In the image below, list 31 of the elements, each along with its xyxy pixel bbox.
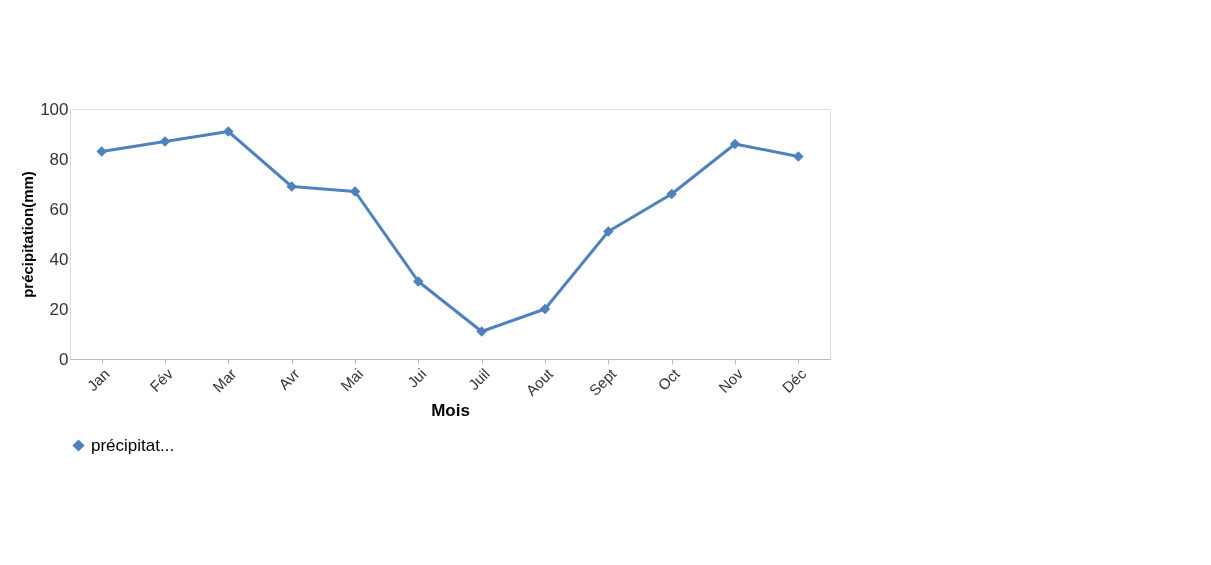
x-tick-label: Juil bbox=[464, 365, 493, 394]
y-axis-title: précipitation(mm) bbox=[19, 171, 37, 298]
x-tick-label: Mai bbox=[336, 365, 367, 395]
legend-label: précipitat... bbox=[91, 435, 175, 455]
point bbox=[349, 186, 361, 197]
x-tick-label: Fév bbox=[146, 364, 177, 395]
x-tick-label: Avr bbox=[275, 365, 303, 393]
y-tick-label: 0 bbox=[59, 349, 69, 369]
point bbox=[96, 146, 107, 157]
point bbox=[539, 303, 551, 315]
x-tick-label: Jui bbox=[403, 365, 430, 391]
x-tick-label: Nov bbox=[715, 364, 747, 396]
x-tick-label: Oct bbox=[654, 364, 684, 394]
point bbox=[159, 136, 171, 147]
point bbox=[729, 138, 741, 150]
point bbox=[476, 326, 487, 337]
y-tick-label: 20 bbox=[49, 299, 69, 319]
y-tick-label: 40 bbox=[49, 249, 69, 269]
point bbox=[793, 151, 804, 162]
y-tick-label: 60 bbox=[49, 199, 69, 219]
y-tick-label: 80 bbox=[49, 149, 69, 169]
x-tick-label: Mar bbox=[209, 365, 240, 396]
x-tick-label: Jan bbox=[83, 365, 113, 395]
x-axis-title: Mois bbox=[431, 400, 470, 420]
x-tick-label: Déc bbox=[778, 364, 810, 396]
point bbox=[603, 226, 614, 237]
point bbox=[223, 126, 234, 137]
y-tick-label: 100 bbox=[40, 99, 69, 119]
point bbox=[666, 188, 677, 200]
point bbox=[286, 181, 297, 192]
point bbox=[413, 276, 424, 287]
